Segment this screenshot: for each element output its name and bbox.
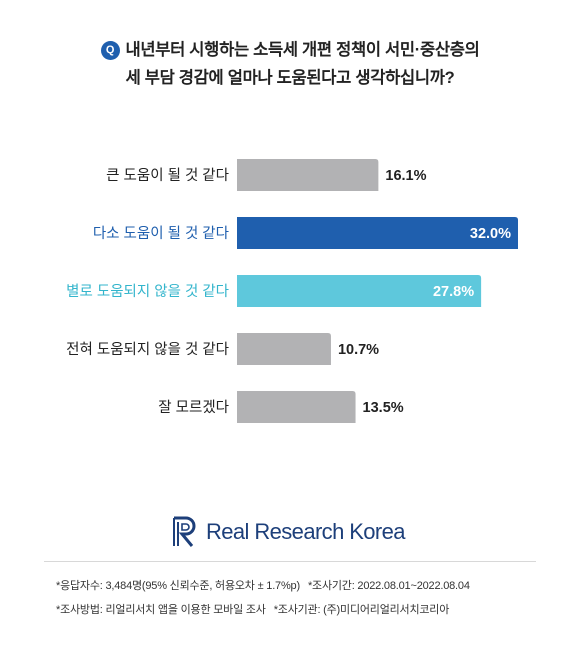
question-text-2: 세 부담 경감에 얼마나 도움된다고 생각하십니까? (125, 69, 455, 87)
brand-logo: Real Research Korea (172, 516, 406, 548)
bar (237, 333, 331, 365)
category-label: 잘 모르겠다 (158, 399, 229, 416)
category-label: 전혀 도움되지 않을 것 같다 (66, 341, 229, 358)
bar (237, 391, 356, 423)
bar (237, 217, 518, 249)
footnote-method: *조사방법: 리얼리서치 앱을 이용한 모바일 조사 (56, 604, 266, 616)
category-label: 다소 도움이 될 것 같다 (93, 225, 229, 242)
logo-mark-icon (173, 516, 196, 547)
logo-text: Real Research Korea (206, 519, 406, 544)
value-label: 32.0% (470, 226, 511, 242)
bar (237, 275, 482, 307)
value-label: 16.1% (385, 168, 426, 184)
value-label: 27.8% (433, 284, 474, 300)
footnote-line-2: *조사방법: 리얼리서치 앱을 이용한 모바일 조사 *조사기관: (주)미디어리… (56, 601, 449, 617)
question: Q 내년부터 시행하는 소득세 개편 정책이 서민·중산층의 세 부담 경감에 얼… (0, 36, 580, 92)
category-label: 큰 도움이 될 것 같다 (106, 167, 229, 184)
footnote-line-1: *응답자수: 3,484명(95% 신뢰수준, 허용오차 ± 1.7%p) *조사… (56, 577, 470, 593)
value-label: 13.5% (363, 400, 404, 416)
bar-chart: 큰 도움이 될 것 같다 16.1% 다소 도움이 될 것 같다 32.0% 별로 도움… (66, 159, 518, 423)
divider (44, 561, 536, 562)
category-label: 별로 도움되지 않을 것 같다 (66, 283, 229, 300)
bar (237, 159, 379, 191)
question-line-1: Q 내년부터 시행하는 소득세 개편 정책이 서민·중산층의 (0, 36, 580, 64)
footnote-period: *조사기간: 2022.08.01~2022.08.04 (307, 580, 470, 592)
footnote-agency: *조사기관: (주)미디어리얼리서치코리아 (273, 604, 450, 616)
question-text-1: 내년부터 시행하는 소득세 개편 정책이 서민·중산층의 (125, 41, 480, 59)
footnote-respondents: *응답자수: 3,484명(95% 신뢰수준, 허용오차 ± 1.7%p) (56, 580, 300, 592)
value-label: 10.7% (338, 342, 379, 358)
question-badge-icon: Q (100, 41, 120, 60)
